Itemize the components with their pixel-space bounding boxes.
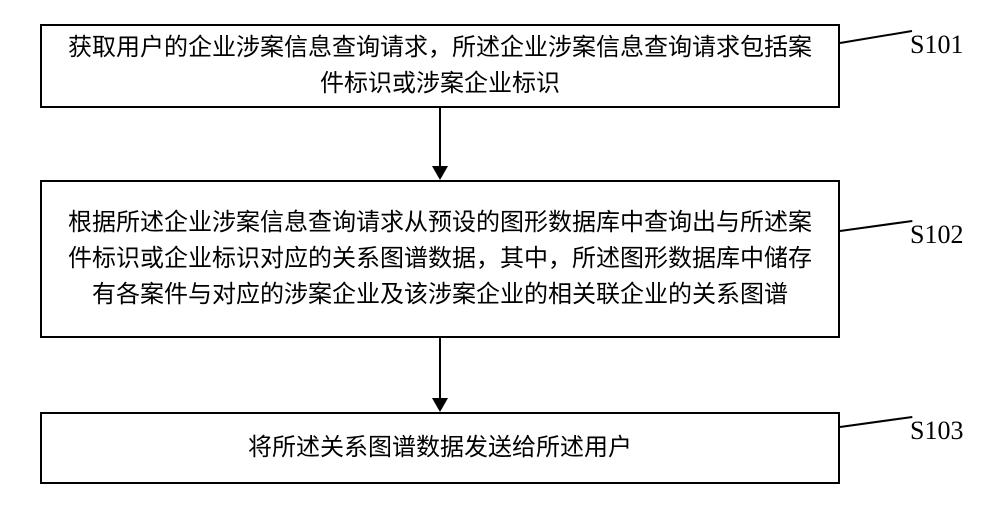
step-label-s103: S103 [910,416,963,446]
flow-node-s102: 根据所述企业涉案信息查询请求从预设的图形数据库中查询出与所述案件标识或企业标识对… [40,180,840,338]
flowchart-canvas: 获取用户的企业涉案信息查询请求，所述企业涉案信息查询请求包括案件标识或涉案企业标… [0,0,1000,513]
flow-node-text: 将所述关系图谱数据发送给所述用户 [248,430,632,466]
label-connector-s102 [840,220,912,232]
arrow-head-icon [432,166,448,180]
arrow-line [439,338,441,398]
flow-node-s101: 获取用户的企业涉案信息查询请求，所述企业涉案信息查询请求包括案件标识或涉案企业标… [40,24,840,108]
flow-node-text: 根据所述企业涉案信息查询请求从预设的图形数据库中查询出与所述案件标识或企业标识对… [62,205,818,313]
arrow-line [439,108,441,166]
flow-node-text: 获取用户的企业涉案信息查询请求，所述企业涉案信息查询请求包括案件标识或涉案企业标… [62,30,818,102]
flow-node-s103: 将所述关系图谱数据发送给所述用户 [40,412,840,484]
step-label-s102: S102 [910,220,963,250]
label-connector-s101 [840,30,912,44]
step-label-s101: S101 [910,30,963,60]
arrow-head-icon [432,398,448,412]
label-connector-s103 [840,416,912,428]
